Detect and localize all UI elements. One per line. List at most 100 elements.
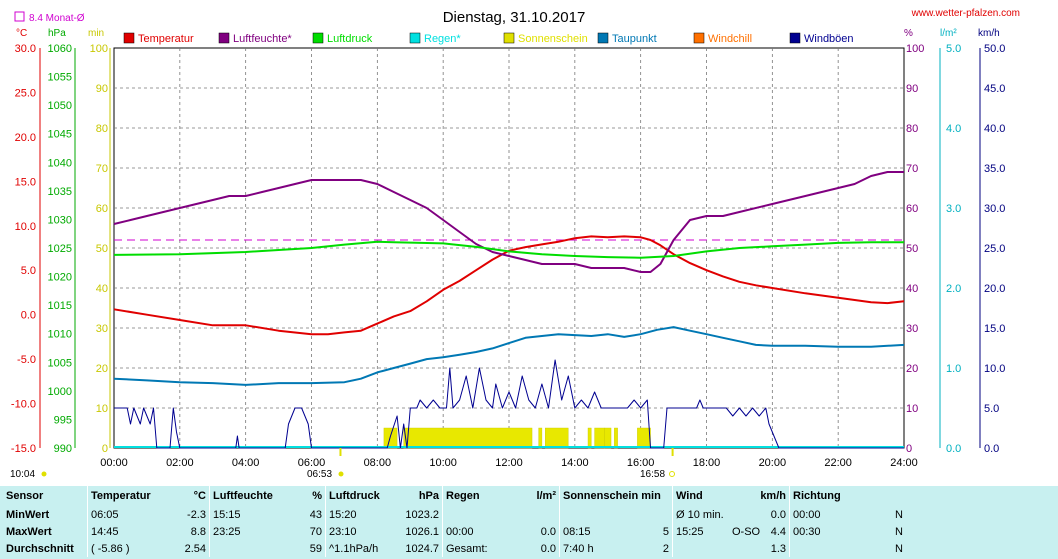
tick-label-rain: 1.0 [946, 363, 961, 375]
stats-cell-pres: 1023.2 [405, 508, 439, 521]
stats-header-row: Sensor Temperatur °C Luftfeuchte % Luftd… [0, 486, 906, 506]
tick-label-pressure: 1030 [48, 214, 72, 226]
tick-label-pressure: 990 [54, 443, 72, 455]
tick-label-wind: 50.0 [984, 43, 1005, 55]
tick-label-sun: 100 [90, 43, 108, 55]
stats-cell-hum: 70 [309, 525, 322, 538]
tick-label-wind: 15.0 [984, 323, 1005, 335]
tick-label-sun: 70 [96, 163, 108, 175]
tick-label-pressure: 995 [54, 414, 72, 426]
tick-label-wind: 35.0 [984, 163, 1005, 175]
legend-label-1: Luftfeuchte* [233, 33, 292, 45]
legend-label-4: Sonnenschein [518, 33, 588, 45]
tick-label-pressure: 1040 [48, 157, 72, 169]
stats-cell-sun: 2 [662, 542, 669, 555]
tick-label-pressure: 1000 [48, 386, 72, 398]
sunshine-bar-0 [383, 427, 398, 449]
tick-label-humidity: 10 [906, 403, 918, 415]
tick-label-humidity: 0 [906, 443, 912, 455]
stats-cell-label: MaxWert [6, 525, 52, 538]
tick-label-sun: 60 [96, 203, 108, 215]
stats-cell-sun [644, 506, 673, 523]
hdr-rain: Regen [442, 486, 509, 506]
hdr-wind: Wind [672, 486, 729, 506]
stats-cell-pres-time: 15:20 [325, 506, 392, 523]
stats-cell-wind-time [672, 540, 729, 557]
stats-cell-rain: 0.0 [540, 525, 556, 538]
axes: 00:00 02:00 04:00 06:00 08:00 10:00 12:00 14:00… [11, 43, 1006, 469]
tick-label-sun: 50 [96, 243, 108, 255]
sunset-icon [669, 471, 675, 477]
tick-label-pressure: 1060 [48, 43, 72, 55]
x-tick-label: 24:00 [890, 457, 918, 469]
stats-cell-temp: 8.8 [190, 525, 206, 538]
stats-table: Sensor Temperatur °C Luftfeuchte % Luftd… [0, 486, 1058, 559]
tick-label-pressure: 1055 [48, 72, 72, 84]
tick-label-humidity: 60 [906, 203, 918, 215]
series-line-0 [113, 235, 905, 336]
tick-label-pressure: 1025 [48, 243, 72, 255]
stats-cell-wind: 1.3 [770, 542, 786, 555]
tick-label-temp: 10.0 [15, 221, 36, 233]
site-url[interactable]: www.wetter-pfalzen.com [911, 8, 1020, 19]
tick-label-wind: 5.0 [984, 403, 999, 415]
tick-label-pressure: 1045 [48, 129, 72, 141]
series-line-3 [113, 326, 905, 386]
stats-cell-temp: -2.3 [187, 508, 206, 521]
legend-label-0: Temperatur [138, 33, 194, 45]
stats-cell-hum-time [209, 540, 289, 557]
stats-cell-rain [509, 506, 560, 523]
legend-label-2: Luftdruck [327, 33, 373, 45]
sunshine-bar-3 [545, 427, 569, 449]
tick-label-pressure: 1050 [48, 100, 72, 112]
stats-row: MinWert 06:05 -2.3 15:15 43 15:20 1023.2 Ø 10 m… [0, 506, 906, 523]
stats-cell-temp-time: 14:45 [87, 523, 159, 540]
legend-label-5: Taupunkt [612, 33, 657, 45]
tick-label-temp: -15.0 [11, 443, 36, 455]
tick-label-wind: 25.0 [984, 243, 1005, 255]
hdr-hum: Luftfeuchte [209, 486, 289, 506]
tick-label-pressure: 1035 [48, 186, 72, 198]
stats-cell-hum-time: 15:15 [209, 506, 289, 523]
stats-cell-sun-time: 7:40 h [558, 540, 644, 557]
legend-label-3: Regen* [424, 33, 461, 45]
hdr-sensor: Sensor [6, 490, 44, 502]
tick-label-rain: 3.0 [946, 203, 961, 215]
stats-cell-dir-time: 00:00 [789, 506, 873, 523]
stats-cell-dir: N [895, 542, 903, 555]
legend-label-7: Windböen [804, 33, 854, 45]
tick-label-wind: 0.0 [984, 443, 999, 455]
hdr-temp: Temperatur [87, 486, 159, 506]
x-tick-label: 20:00 [759, 457, 787, 469]
stats-cell-sun: 5 [662, 525, 669, 538]
stats-cell-rain-time: 00:00 [442, 523, 509, 540]
stats-cell-pres-time: ^1.1hPa/h [325, 540, 392, 557]
stats-cell-wind: 0.0 [770, 508, 786, 521]
hdr-pres-unit: hPa [418, 490, 439, 502]
tick-label-sun: 40 [96, 283, 108, 295]
tick-label-temp: 20.0 [15, 132, 36, 144]
stats-cell-label: MinWert [6, 508, 50, 521]
stats-cell-pres: 1026.1 [405, 525, 439, 538]
unit-humidity: % [904, 28, 913, 39]
tick-label-pressure: 1015 [48, 300, 72, 312]
series-line-2 [113, 240, 904, 259]
stats-cell-hum-time: 23:25 [209, 523, 289, 540]
sun-icon [41, 471, 47, 477]
tick-label-pressure: 1005 [48, 357, 72, 369]
legend-swatch-5 [597, 32, 609, 44]
hdr-sun: Sonnenschein min [559, 486, 673, 506]
stats-cell-sun-time: 08:15 [558, 523, 644, 540]
stats-cell-wind-time: Ø 10 min. [672, 506, 729, 523]
tick-label-sun: 20 [96, 363, 108, 375]
sunrise-icon [338, 471, 344, 477]
tick-label-wind: 10.0 [984, 363, 1005, 375]
weather-chart: Dienstag, 31.10.2017 www.wetter-pfalzen.… [10, 8, 1020, 480]
x-tick-label: 16:00 [627, 457, 655, 469]
tick-label-temp: -10.0 [11, 399, 36, 411]
plot-area [113, 171, 905, 456]
legend-swatch-2 [312, 32, 324, 44]
x-tick-label: 02:00 [166, 457, 194, 469]
sunshine-bar-8 [637, 427, 651, 449]
sunshine-bar-5 [594, 427, 605, 449]
